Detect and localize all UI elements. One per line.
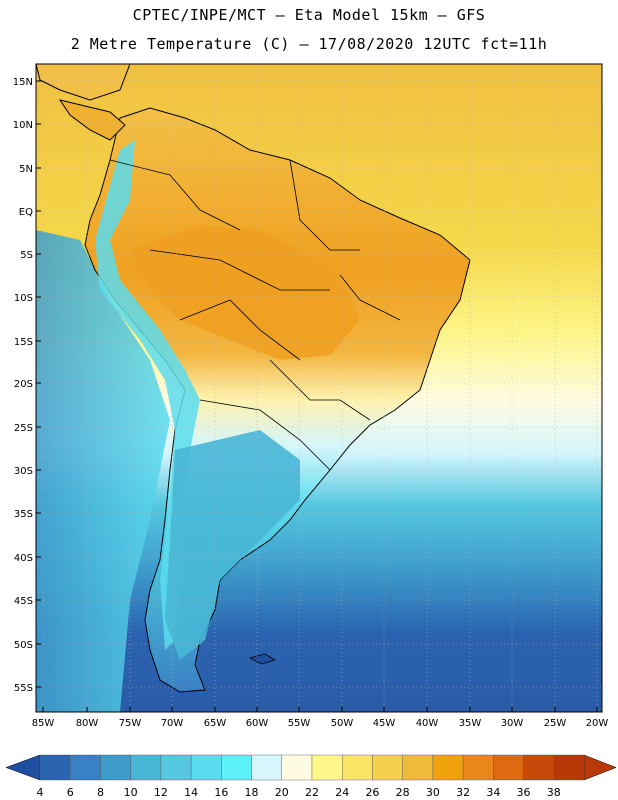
lat-tick-label: 45S	[14, 596, 33, 607]
lat-tick-label: 15N	[13, 77, 33, 88]
colorbar-label: 32	[456, 786, 470, 799]
colorbar-swatch	[251, 754, 282, 781]
latitude-labels: 15N 10N 5N EQ 5S 10S 15S 20S 25S 30S 35S 40S 45S 50S 5…	[13, 77, 41, 694]
lon-tick-label: 25W	[544, 718, 567, 729]
colorbar-swatch	[432, 754, 464, 781]
colorbar: 4 6 8 10 12 14 16 18 20 22 24 26 28 30 32 34 36 38	[5, 754, 617, 799]
colorbar-label: 16	[214, 786, 228, 799]
lon-tick-label: 55W	[288, 718, 311, 729]
lat-tick-label: 35S	[14, 509, 33, 520]
colorbar-swatch	[493, 754, 524, 781]
colorbar-swatch	[130, 754, 162, 781]
colorbar-label: 22	[305, 786, 319, 799]
colorbar-label: 18	[245, 786, 259, 799]
map-subtitle: 2 Metre Temperature (C) – 17/08/2020 12U…	[70, 35, 548, 53]
colorbar-label: 20	[275, 786, 289, 799]
colorbar-label: 24	[335, 786, 349, 799]
colorbar-swatch	[372, 754, 403, 781]
lat-tick-label: 55S	[14, 683, 33, 694]
colorbar-label: 26	[365, 786, 379, 799]
lon-tick-label: 85W	[32, 718, 55, 729]
lon-tick-label: 40W	[416, 718, 439, 729]
lat-tick-label: 30S	[14, 466, 33, 477]
colorbar-swatch	[281, 754, 313, 781]
lat-tick-label: 15S	[14, 337, 33, 348]
colorbar-label: 34	[486, 786, 500, 799]
colorbar-label: 12	[154, 786, 168, 799]
colorbar-swatch	[342, 754, 373, 781]
colorbar-label: 36	[517, 786, 531, 799]
lon-tick-label: 70W	[161, 718, 184, 729]
lat-tick-label: 5S	[20, 250, 33, 261]
colorbar-high-arrow	[583, 754, 617, 781]
lon-tick-label: 20W	[586, 718, 609, 729]
lat-tick-label: 25S	[14, 423, 33, 434]
lon-tick-label: 30W	[501, 718, 524, 729]
lat-tick-label: EQ	[19, 207, 33, 218]
grid-lines	[36, 64, 602, 712]
colorbar-low-arrow	[5, 754, 41, 781]
colorbar-swatch	[190, 754, 222, 781]
lon-tick-label: 45W	[373, 718, 396, 729]
lon-tick-label: 35W	[459, 718, 482, 729]
lat-tick-label: 40S	[14, 553, 33, 564]
colorbar-swatch	[553, 754, 585, 781]
colorbar-label: 14	[184, 786, 198, 799]
colorbar-swatch	[100, 754, 131, 781]
colorbar-swatch	[311, 754, 343, 781]
colorbar-swatch	[402, 754, 434, 781]
lat-tick-label: 5N	[19, 164, 33, 175]
colorbar-swatch	[221, 754, 252, 781]
colorbar-label: 28	[396, 786, 410, 799]
colorbar-label: 10	[124, 786, 138, 799]
colorbar-label: 30	[426, 786, 440, 799]
lon-tick-label: 65W	[204, 718, 227, 729]
lat-tick-label: 10S	[14, 293, 33, 304]
lon-tick-label: 50W	[331, 718, 354, 729]
longitude-labels: 85W 80W 75W 70W 65W 60W 55W 50W 45W 40W 35W 30W 25W 2…	[32, 707, 609, 729]
colorbar-swatch	[160, 754, 192, 781]
colorbar-label: 6	[67, 786, 74, 799]
map-title: CPTEC/INPE/MCT – Eta Model 15km – GFS	[132, 6, 486, 24]
colorbar-label: 4	[37, 786, 44, 799]
lon-tick-label: 60W	[246, 718, 269, 729]
lon-tick-label: 80W	[76, 718, 99, 729]
colorbar-swatch	[523, 754, 554, 781]
colorbar-swatch	[39, 754, 71, 781]
lon-tick-label: 75W	[119, 718, 142, 729]
colorbar-swatch	[70, 754, 101, 781]
colorbar-label: 8	[97, 786, 104, 799]
colorbar-label: 38	[547, 786, 561, 799]
map-frame	[35, 63, 603, 713]
lat-tick-label: 50S	[14, 640, 33, 651]
lat-tick-label: 10N	[13, 120, 33, 131]
lat-tick-label: 20S	[14, 379, 33, 390]
colorbar-swatch	[462, 754, 494, 781]
